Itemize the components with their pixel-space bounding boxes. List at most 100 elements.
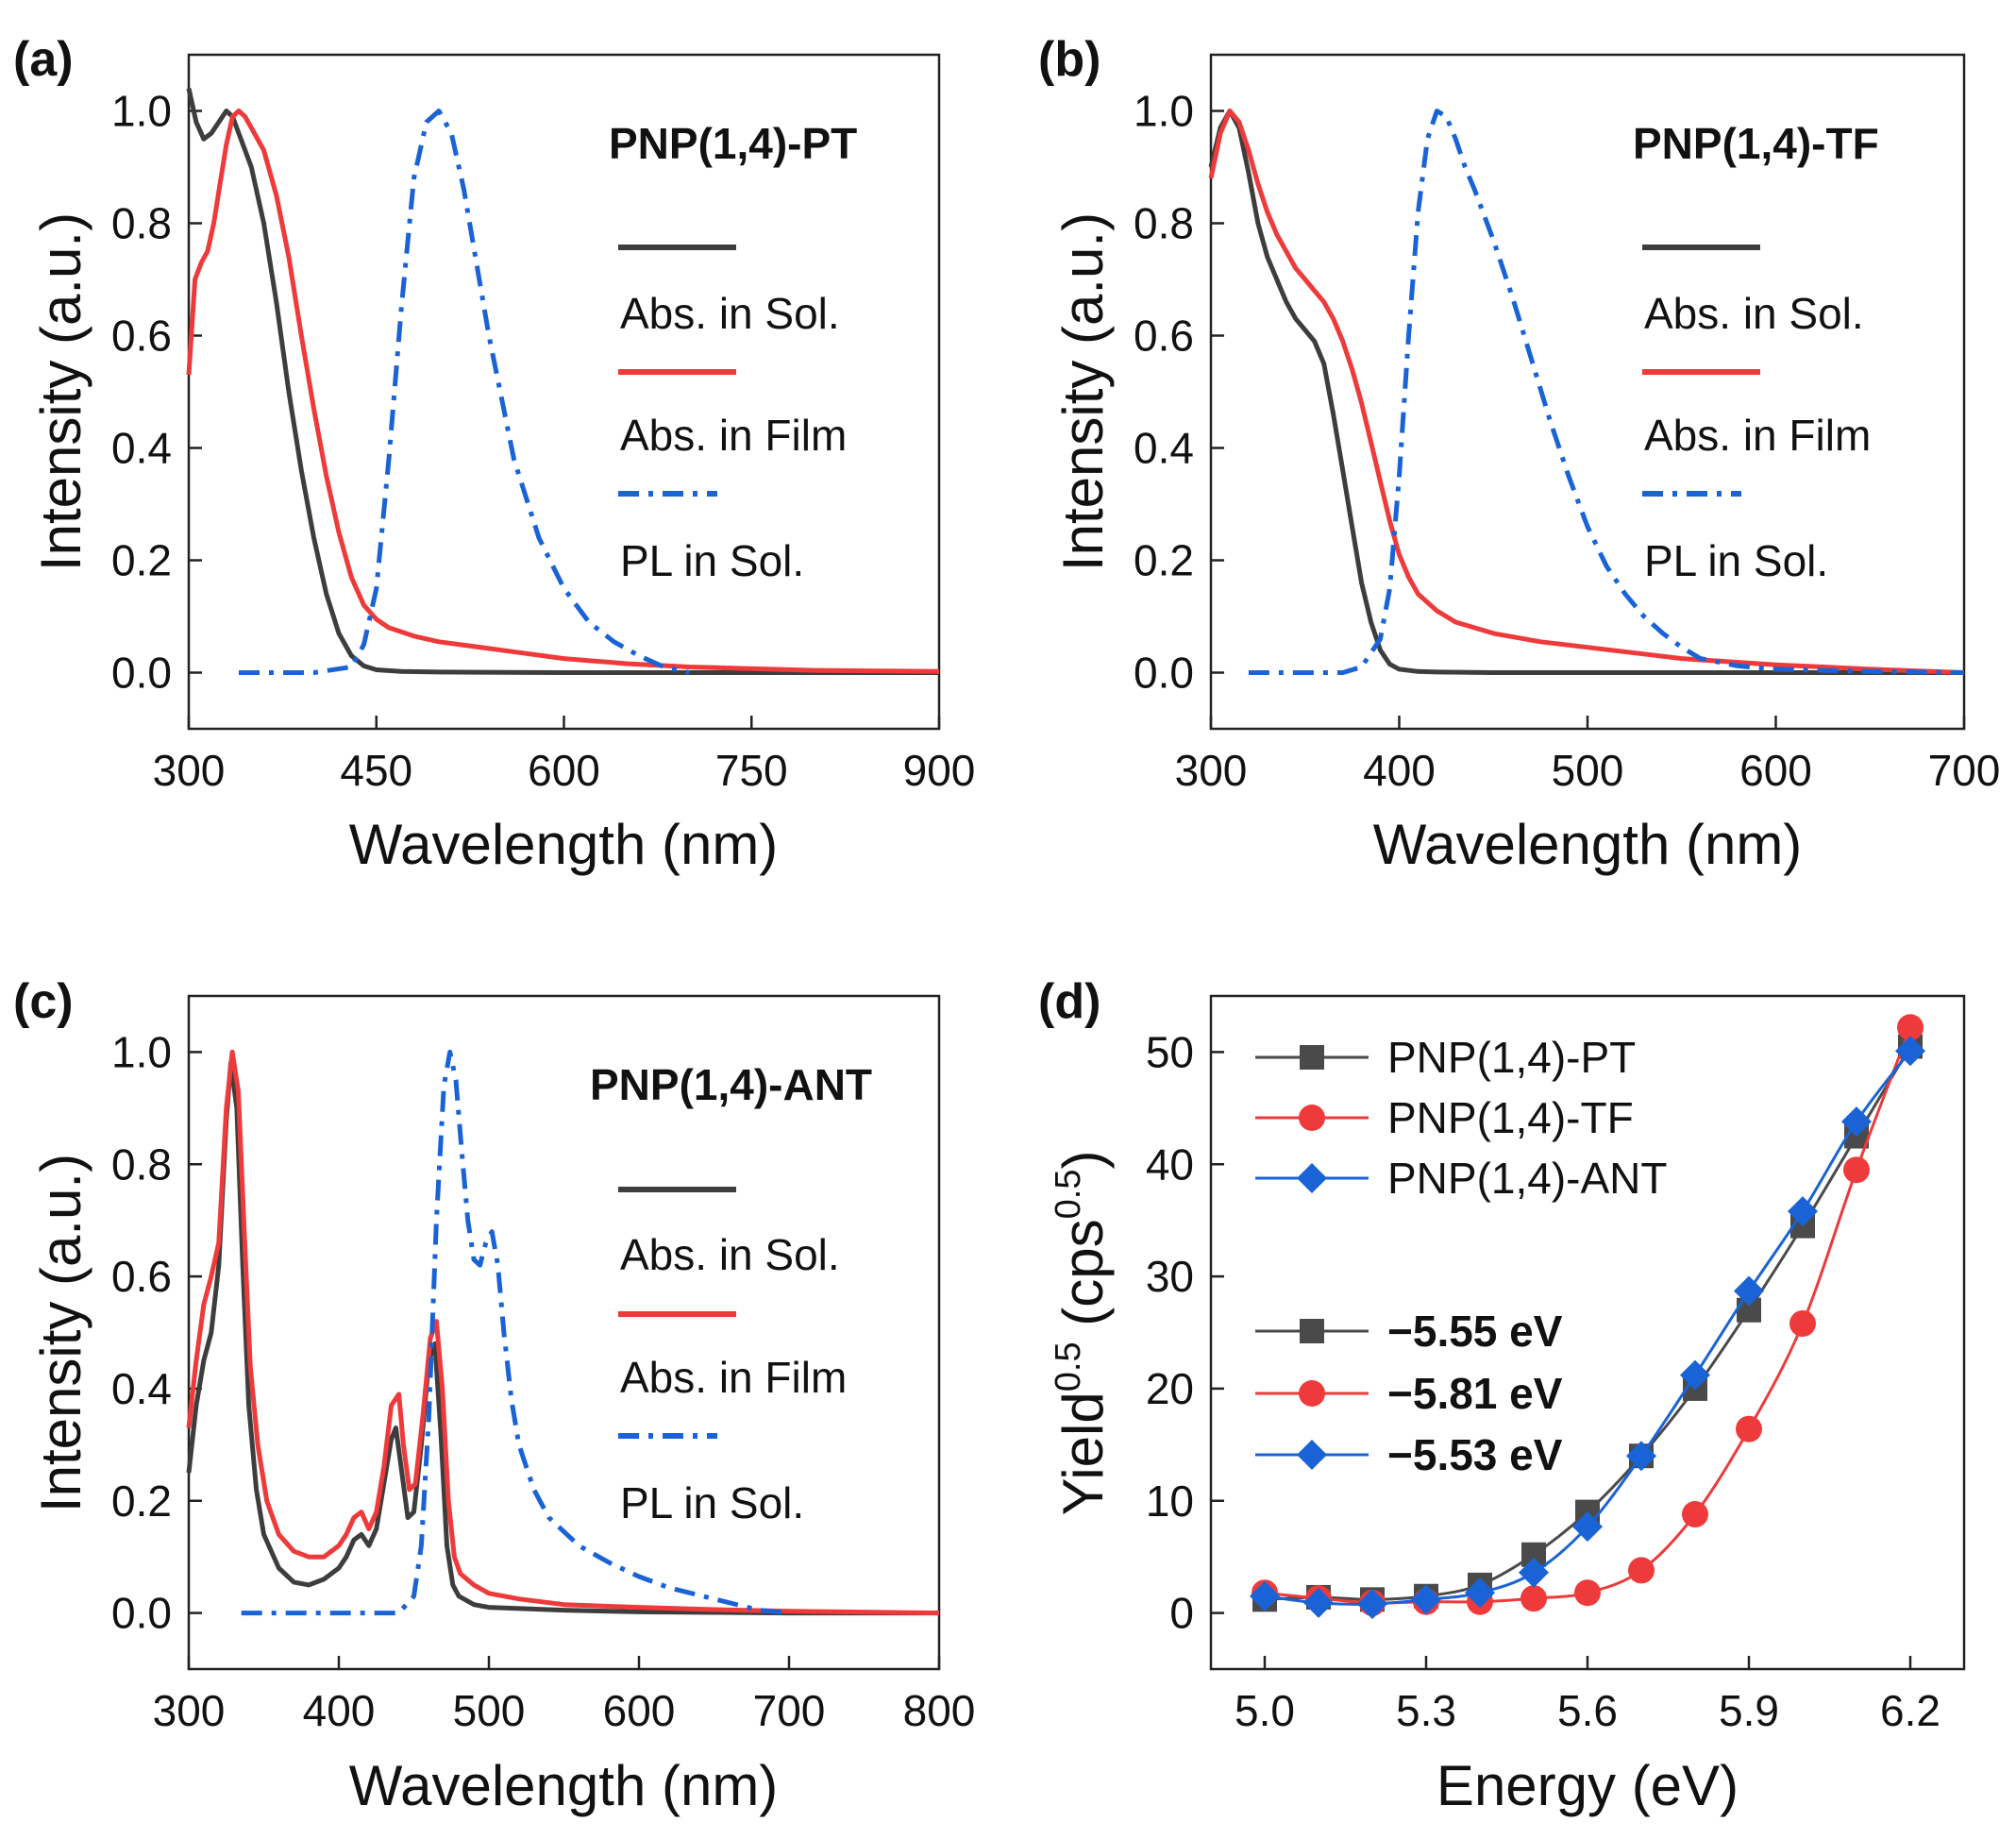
- panel-a-x-axis-title: Wavelength (nm): [349, 813, 779, 876]
- data-point-diamond: [1357, 1589, 1387, 1620]
- data-point-diamond: [1297, 1163, 1327, 1193]
- legend-label-homo-tf: −5.81 eV: [1387, 1369, 1563, 1418]
- data-point-diamond: [1680, 1359, 1710, 1391]
- y-tick-label: 1.0: [111, 87, 172, 136]
- x-tick-label: 700: [753, 1686, 826, 1735]
- x-tick-label: 5.6: [1557, 1686, 1618, 1735]
- series-line-0: [186, 1060, 939, 1616]
- panel-a-y-axis-title: Intensity (a.u.): [29, 212, 92, 571]
- x-tick-label: 300: [153, 746, 226, 795]
- x-tick-label: 600: [603, 1686, 676, 1735]
- panel-c-y-axis-title: Intensity (a.u.): [29, 1154, 92, 1512]
- x-tick-label: 400: [1363, 746, 1436, 795]
- panel-c: (c) 300 400 500 600 700 800 0.0 0.2 0.4 0.6 0.8 1.0…: [13, 974, 975, 1817]
- data-point-diamond: [1895, 1036, 1925, 1067]
- y-tick-label: 0.8: [111, 1139, 172, 1189]
- legend-label-film: Abs. in Film: [620, 1353, 847, 1402]
- y-tick-label: 0.6: [111, 1252, 172, 1301]
- legend-label-homo-ant: −5.53 eV: [1387, 1430, 1563, 1479]
- panel-b: (b) 300 400 500 600 700 0.0 0.2 0.4 0.6 0.8 1.0 Wa…: [1038, 32, 2000, 876]
- legend-label-pt: PNP(1,4)-PT: [1387, 1033, 1636, 1082]
- series-line-0: [1208, 109, 1964, 675]
- x-tick-label: 400: [303, 1686, 376, 1735]
- y-tick-label: 10: [1146, 1476, 1194, 1526]
- series-line-2: [1248, 109, 1965, 675]
- panel-c-ticks: 300 400 500 600 700 800 0.0 0.2 0.4 0.6 0.8 1.0: [111, 1027, 975, 1735]
- panel-b-legend: Abs. in Sol. Abs. in Film PL in Sol.: [1642, 245, 1871, 585]
- y-tick-label: 1.0: [1134, 87, 1194, 136]
- x-tick-label: 500: [1552, 746, 1624, 795]
- x-tick-label: 750: [715, 746, 788, 795]
- legend-label-pl: PL in Sol.: [620, 536, 804, 585]
- panel-a: (a) 300 450 600 750 900 0.0 0.2 0.4 0.6 0.8 1.0 Wa…: [13, 32, 975, 876]
- panel-d-series: [1250, 1014, 1925, 1620]
- series-line-1: [1208, 109, 1965, 675]
- series-line-0: [186, 88, 939, 675]
- panel-c-label: (c): [13, 974, 74, 1029]
- data-point-diamond: [1303, 1587, 1334, 1618]
- x-tick-label: 450: [340, 746, 412, 795]
- panel-a-label: (a): [13, 32, 74, 87]
- data-point-diamond: [1297, 1440, 1327, 1470]
- data-point-circle: [1520, 1585, 1547, 1612]
- panel-c-series: [186, 1049, 940, 1616]
- x-tick-label: 500: [453, 1686, 526, 1735]
- y-tick-label: 30: [1146, 1252, 1194, 1301]
- x-tick-label: 5.3: [1396, 1686, 1456, 1735]
- y-tick-label: 0.0: [1134, 649, 1194, 698]
- y-tick-label: 0.2: [111, 536, 172, 585]
- y-tick-label: 0.6: [1134, 312, 1194, 361]
- y-tick-label: 0.4: [111, 1364, 172, 1413]
- data-point-diamond: [1465, 1577, 1495, 1609]
- legend-label-homo-pt: −5.55 eV: [1387, 1307, 1563, 1356]
- panel-b-label: (b): [1038, 32, 1100, 87]
- panel-a-legend: Abs. in Sol. Abs. in Film PL in Sol.: [618, 245, 847, 585]
- series-line-1: [186, 109, 940, 674]
- data-point-square: [1300, 1045, 1324, 1070]
- panel-d-legend: PNP(1,4)-PT PNP(1,4)-TF PNP(1,4)-ANT −5.…: [1255, 1033, 1667, 1479]
- legend-label-pl: PL in Sol.: [1644, 536, 1828, 585]
- panel-d-ticks: 5.0 5.3 5.6 5.9 6.2 0 10 20 30 40 50: [1146, 1027, 1940, 1735]
- legend-label-pl: PL in Sol.: [620, 1478, 804, 1527]
- data-point-circle: [1897, 1014, 1924, 1041]
- x-tick-label: 900: [903, 746, 976, 795]
- panel-b-x-axis-title: Wavelength (nm): [1373, 813, 1803, 876]
- panel-b-compound-name: PNP(1,4)-TF: [1633, 119, 1879, 168]
- data-point-diamond: [1519, 1557, 1549, 1588]
- x-tick-label: 600: [1739, 746, 1812, 795]
- data-point-square: [1300, 1319, 1324, 1343]
- y-tick-label: 0.8: [1134, 199, 1194, 248]
- panel-b-y-axis-title: Intensity (a.u.): [1051, 212, 1115, 571]
- panel-d-x-axis-title: Energy (eV): [1436, 1754, 1739, 1817]
- panel-b-series: [1208, 109, 1965, 675]
- y-tick-label: 40: [1146, 1139, 1194, 1189]
- data-point-diamond: [1572, 1511, 1603, 1543]
- legend-label-film: Abs. in Film: [620, 411, 847, 460]
- series-line-1: [186, 1049, 940, 1616]
- data-point-diamond: [1411, 1584, 1441, 1615]
- panel-d-label: (d): [1038, 974, 1100, 1029]
- x-tick-label: 300: [1175, 746, 1248, 795]
- data-point-circle: [1299, 1105, 1325, 1131]
- panel-c-legend: Abs. in Sol. Abs. in Film PL in Sol.: [618, 1187, 847, 1527]
- legend-label-sol: Abs. in Sol.: [1644, 289, 1864, 338]
- data-point-circle: [1789, 1309, 1816, 1337]
- y-tick-label: 0.4: [111, 424, 172, 473]
- panel-d: (d) 5.0 5.3 5.6 5.9 6.2 0 10 20 30 40 50 Energy (e…: [1038, 974, 1966, 1817]
- legend-label-tf: PNP(1,4)-TF: [1387, 1093, 1634, 1142]
- y-tick-label: 0: [1169, 1589, 1194, 1638]
- y-tick-label: 0.6: [111, 312, 172, 361]
- y-tick-label: 0.4: [1134, 424, 1194, 473]
- data-point-diamond: [1734, 1275, 1764, 1307]
- series-line-2: [241, 1049, 790, 1616]
- legend-label-sol: Abs. in Sol.: [620, 1230, 840, 1279]
- y-tick-label: 0.0: [111, 649, 172, 698]
- panel-a-ticks: 300 450 600 750 900 0.0 0.2 0.4 0.6 0.8 1.0: [111, 87, 975, 796]
- series-line-2: [239, 109, 690, 675]
- y-tick-label: 0.8: [111, 199, 172, 248]
- data-point-circle: [1574, 1579, 1601, 1607]
- panel-d-y-axis-title: Yield0.5 (cps0.5): [1049, 1151, 1115, 1516]
- legend-label-ant: PNP(1,4)-ANT: [1387, 1154, 1667, 1203]
- y-tick-label: 0.0: [111, 1589, 172, 1638]
